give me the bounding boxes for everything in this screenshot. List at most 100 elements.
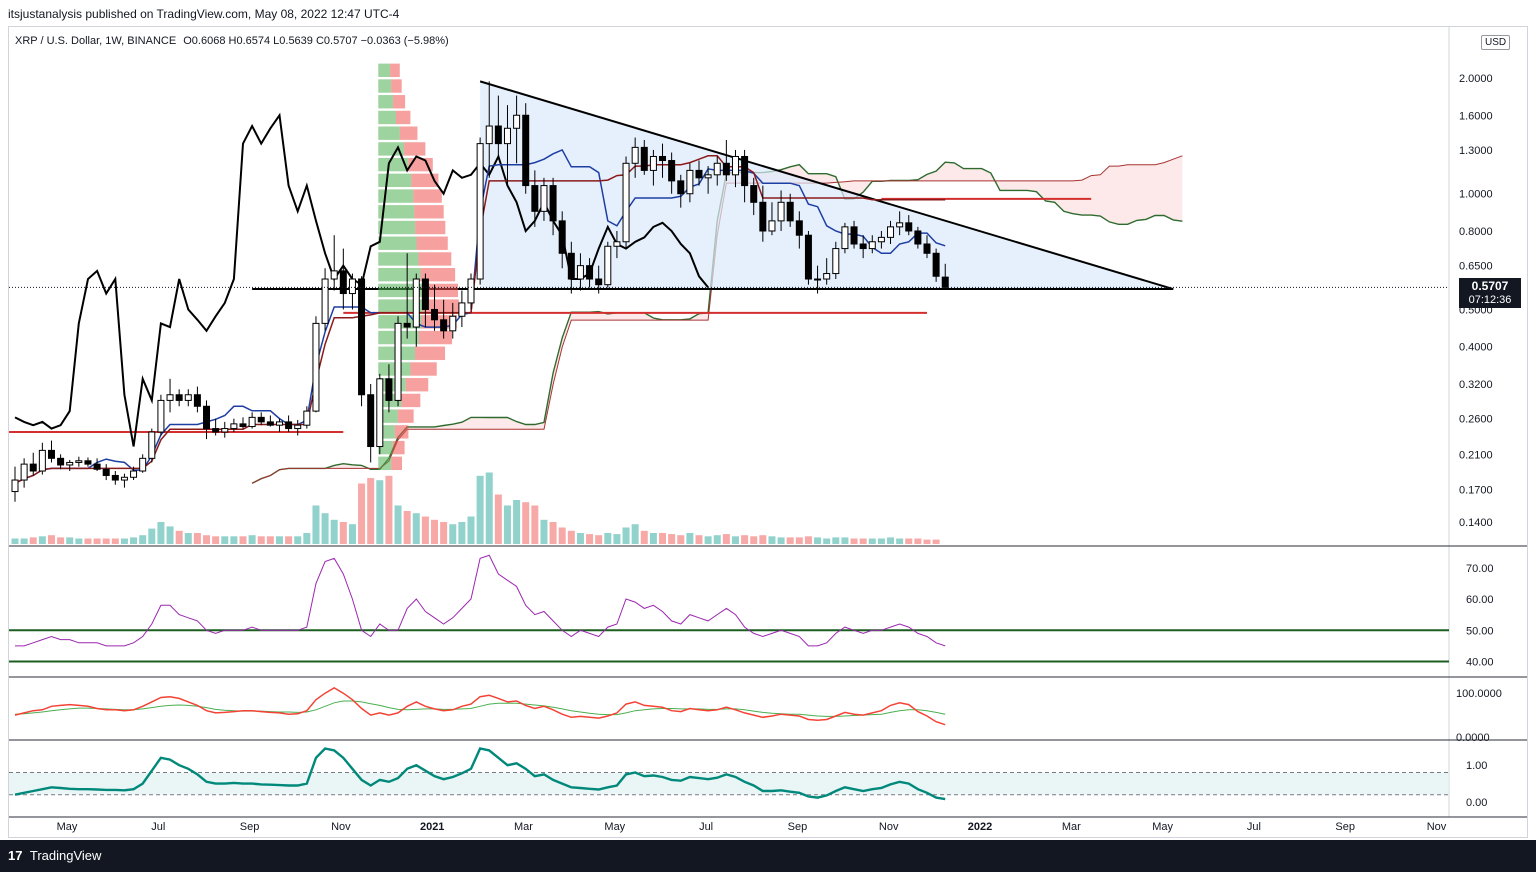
time-axis-tick: Sep: [788, 821, 808, 833]
candle-body: [923, 243, 931, 254]
volume-bar: [321, 513, 329, 544]
candle-body: [431, 308, 439, 321]
volume-profile-down: [414, 346, 446, 360]
volume-bar: [230, 536, 238, 544]
volume-bar: [750, 536, 758, 544]
candle-body: [38, 449, 46, 472]
ohlc-values: O0.6068 H0.6574 L0.5639 C0.5707 −0.0363 …: [183, 35, 449, 47]
chart-panel[interactable]: 2.0000 1.6000 1.3000 1.0000 0.8000 0.6500 0.50…: [8, 26, 1528, 838]
candle-body: [640, 146, 648, 171]
candle-body: [494, 125, 502, 145]
volume-profile-down: [393, 95, 406, 109]
volume-bar: [859, 538, 867, 544]
volume-profile-up: [378, 362, 411, 376]
time-axis-tick: Nov: [1427, 821, 1447, 833]
candle-body: [47, 449, 55, 459]
candle-body: [248, 416, 256, 428]
time-axis-tick: Sep: [240, 821, 260, 833]
candle-body: [604, 245, 612, 286]
candle-body: [777, 201, 785, 222]
price-axis-tick: 1.3000: [1459, 145, 1493, 157]
candle-body: [713, 162, 721, 176]
volume-bar: [421, 516, 429, 544]
candle-body: [84, 460, 92, 465]
volume-bar: [203, 535, 211, 544]
candle-body: [586, 265, 594, 280]
candle-body: [877, 236, 885, 243]
bar-countdown: 07:12:36: [1468, 294, 1512, 306]
price-axis-tick: 1.6000: [1459, 110, 1493, 122]
time-axis-tick: Nov: [879, 821, 899, 833]
candle-body: [221, 428, 229, 433]
volume-profile-up: [378, 205, 415, 219]
volume-profile-down: [399, 126, 418, 140]
volume-bar: [84, 538, 92, 544]
candle-body: [294, 424, 302, 430]
candle-body: [449, 315, 457, 332]
tradingview-logo[interactable]: 17 TradingView: [8, 848, 101, 863]
publisher-bar: itsjustanalysis published on TradingView…: [0, 0, 1536, 28]
volume-profile-up: [378, 220, 416, 235]
price-axis-tick: 0.1700: [1459, 485, 1493, 497]
candle-body: [768, 220, 776, 232]
candle-body: [613, 241, 621, 247]
symbol-legend: XRP / U.S. Dollar, 1W, BINANCE O0.6068 H…: [15, 35, 449, 47]
volume-bar: [47, 535, 55, 544]
candle-body: [102, 468, 110, 476]
volume-bar: [531, 505, 539, 544]
volume-profile-down: [418, 330, 453, 345]
volume-bar: [257, 536, 265, 544]
last-price-value: 0.5707: [1471, 279, 1509, 293]
volume-profile-down: [418, 252, 452, 266]
volume-bar: [29, 537, 37, 544]
volume-bar: [367, 478, 375, 544]
price-axis-tick: 0.8000: [1459, 226, 1493, 238]
candle-body: [859, 243, 867, 250]
volume-bar: [412, 513, 420, 544]
volume-bar: [312, 505, 320, 544]
candle-body: [622, 162, 630, 243]
rsi-axis-tick: 50.00: [1466, 625, 1494, 637]
oscillator-line: [14, 747, 946, 801]
rsi-axis-tick: 40.00: [1466, 657, 1494, 669]
volume-bar: [649, 533, 657, 544]
candle-body: [576, 265, 584, 280]
candle-body: [403, 322, 411, 328]
candle-body: [513, 114, 521, 129]
candle-body: [348, 278, 356, 295]
candle-body: [722, 162, 730, 176]
time-axis-tick: Jul: [151, 821, 165, 833]
price-axis-tick: 1.0000: [1459, 189, 1493, 201]
candle-body: [166, 394, 174, 401]
volume-bar: [66, 537, 74, 544]
volume-profile-down: [405, 378, 429, 392]
candle-body: [649, 155, 657, 171]
volume-profile-up: [378, 267, 421, 282]
candle-body: [868, 241, 876, 250]
volume-bar: [887, 537, 895, 544]
stochastic-axis-tick: 0.0000: [1456, 732, 1490, 744]
volume-bar: [923, 539, 931, 544]
candle-body: [677, 180, 685, 195]
volume-bar: [294, 536, 302, 544]
time-axis-tick: May: [604, 821, 625, 833]
volume-bar: [704, 536, 712, 544]
candle-body: [595, 278, 603, 286]
volume-bar: [248, 535, 256, 544]
chart-canvas[interactable]: 2.00001.60001.30001.00000.80000.65000.50…: [9, 27, 1528, 838]
tradingview-logo-icon: 17: [8, 848, 23, 863]
currency-badge[interactable]: USD: [1481, 35, 1511, 50]
volume-bar: [175, 530, 183, 544]
time-axis-tick: Nov: [331, 821, 351, 833]
oscillator-axis-tick: 1.00: [1466, 760, 1487, 772]
volume-bar: [613, 534, 621, 544]
candle-body: [321, 278, 329, 324]
candle-body: [266, 421, 274, 426]
candle-body: [385, 378, 393, 401]
candle-body: [367, 394, 375, 448]
volume-bar: [677, 535, 685, 544]
candle-body: [257, 416, 265, 423]
candle-body: [932, 252, 940, 277]
volume-bar: [285, 536, 293, 544]
volume-profile-down: [394, 425, 409, 439]
